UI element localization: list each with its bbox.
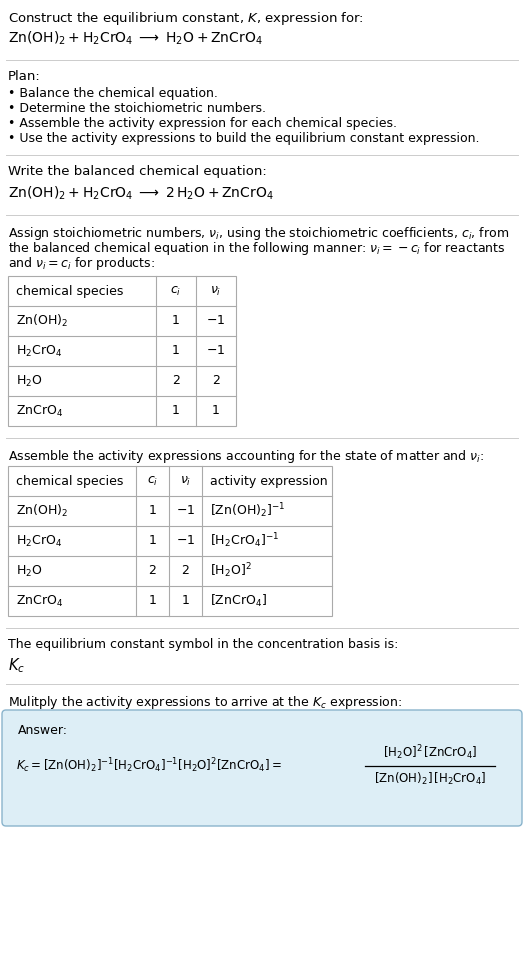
Text: $\mathrm{Zn(OH)_2 + H_2CrO_4 \;\longrightarrow\; 2\,H_2O + ZnCrO_4}$: $\mathrm{Zn(OH)_2 + H_2CrO_4 \;\longrigh… [8,185,274,202]
Text: $\mathrm{Zn(OH)_2}$: $\mathrm{Zn(OH)_2}$ [16,313,68,329]
Text: $[\mathrm{ZnCrO_4}]$: $[\mathrm{ZnCrO_4}]$ [210,593,267,609]
Text: 1: 1 [212,405,220,417]
Text: $\mathrm{H_2CrO_4}$: $\mathrm{H_2CrO_4}$ [16,533,62,549]
Text: $\mathrm{H_2O}$: $\mathrm{H_2O}$ [16,564,42,578]
Text: 1: 1 [172,315,180,328]
Text: chemical species: chemical species [16,475,123,487]
Text: $-1$: $-1$ [206,344,226,358]
Text: activity expression: activity expression [210,475,328,487]
Text: and $\nu_i = c_i$ for products:: and $\nu_i = c_i$ for products: [8,255,155,272]
Text: $[\mathrm{Zn(OH)_2}]^{-1}$: $[\mathrm{Zn(OH)_2}]^{-1}$ [210,502,286,521]
Text: Answer:: Answer: [18,724,68,737]
Text: $K_c$: $K_c$ [8,656,25,675]
Text: $\mathrm{H_2O}$: $\mathrm{H_2O}$ [16,373,42,388]
Text: Assign stoichiometric numbers, $\nu_i$, using the stoichiometric coefficients, $: Assign stoichiometric numbers, $\nu_i$, … [8,225,509,242]
Text: • Determine the stoichiometric numbers.: • Determine the stoichiometric numbers. [8,102,266,115]
Text: 1: 1 [172,344,180,358]
Text: the balanced chemical equation in the following manner: $\nu_i = -c_i$ for react: the balanced chemical equation in the fo… [8,240,506,257]
Bar [8,466,332,616]
Text: Assemble the activity expressions accounting for the state of matter and $\nu_i$: Assemble the activity expressions accoun… [8,448,484,465]
Text: $\mathrm{Zn(OH)_2 + H_2CrO_4 \;\longrightarrow\; H_2O + ZnCrO_4}$: $\mathrm{Zn(OH)_2 + H_2CrO_4 \;\longrigh… [8,30,263,47]
Text: 1: 1 [181,595,190,607]
Text: $\mathrm{H_2CrO_4}$: $\mathrm{H_2CrO_4}$ [16,343,62,359]
Text: • Assemble the activity expression for each chemical species.: • Assemble the activity expression for e… [8,117,397,130]
Text: 1: 1 [172,405,180,417]
Text: $[\mathrm{H_2O}]^{2}\,[\mathrm{ZnCrO_4}]$: $[\mathrm{H_2O}]^{2}\,[\mathrm{ZnCrO_4}]… [383,743,477,762]
Text: 2: 2 [181,565,190,577]
Text: 1: 1 [149,534,157,548]
Text: $[\mathrm{H_2CrO_4}]^{-1}$: $[\mathrm{H_2CrO_4}]^{-1}$ [210,531,279,550]
Text: $c_i$: $c_i$ [147,475,158,487]
Text: The equilibrium constant symbol in the concentration basis is:: The equilibrium constant symbol in the c… [8,638,398,651]
Text: 1: 1 [149,595,157,607]
Text: 1: 1 [149,504,157,518]
Text: Construct the equilibrium constant, $K$, expression for:: Construct the equilibrium constant, $K$,… [8,10,364,27]
Text: Mulitply the activity expressions to arrive at the $K_c$ expression:: Mulitply the activity expressions to arr… [8,694,402,711]
FancyBboxPatch shape [2,710,522,826]
Text: Plan:: Plan: [8,70,41,83]
Text: chemical species: chemical species [16,285,123,297]
Text: $[\mathrm{Zn(OH)_2}]\,[\mathrm{H_2CrO_4}]$: $[\mathrm{Zn(OH)_2}]\,[\mathrm{H_2CrO_4}… [374,771,486,787]
Text: $-1$: $-1$ [206,315,226,328]
Text: Write the balanced chemical equation:: Write the balanced chemical equation: [8,165,267,178]
Text: 2: 2 [212,375,220,387]
Text: • Use the activity expressions to build the equilibrium constant expression.: • Use the activity expressions to build … [8,132,479,145]
Text: • Balance the chemical equation.: • Balance the chemical equation. [8,87,218,100]
Text: $\mathrm{ZnCrO_4}$: $\mathrm{ZnCrO_4}$ [16,594,63,609]
Bar [8,276,236,426]
Text: $\nu_i$: $\nu_i$ [180,475,191,487]
Text: $K_c = [\mathrm{Zn(OH)_2}]^{-1}[\mathrm{H_2CrO_4}]^{-1}[\mathrm{H_2O}]^{2}[\math: $K_c = [\mathrm{Zn(OH)_2}]^{-1}[\mathrm{… [16,757,282,775]
Text: 2: 2 [172,375,180,387]
Text: $-1$: $-1$ [176,534,195,548]
Text: 2: 2 [149,565,157,577]
Text: $-1$: $-1$ [176,504,195,518]
Text: $[\mathrm{H_2O}]^{2}$: $[\mathrm{H_2O}]^{2}$ [210,562,252,580]
Text: $\mathrm{ZnCrO_4}$: $\mathrm{ZnCrO_4}$ [16,404,63,418]
Text: $\mathrm{Zn(OH)_2}$: $\mathrm{Zn(OH)_2}$ [16,503,68,519]
Text: $\nu_i$: $\nu_i$ [210,285,222,297]
Text: $c_i$: $c_i$ [170,285,182,297]
